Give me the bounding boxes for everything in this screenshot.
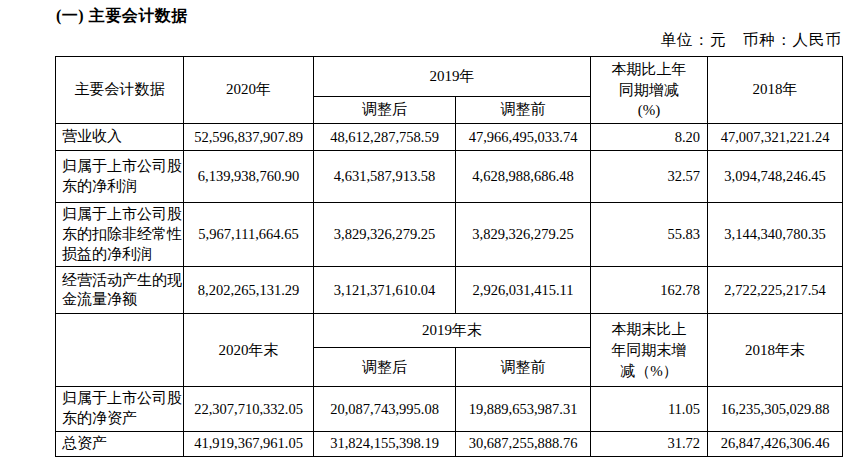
value-2019-end-adjusted: 20,087,743,995.08 [314,387,456,432]
value-2018-end: 16,235,305,029.88 [708,387,843,432]
accounting-data-table: 主要会计数据 2020年 2019年 本期比上年同期增减(%) 2018年 调整… [55,56,843,457]
value-2019-adjusted: 3,829,326,279.25 [314,203,456,267]
value-2018: 47,007,321,221.24 [708,124,843,151]
row-label: 归属于上市公司股东的净利润 [56,151,184,203]
table-row-operating-revenue: 营业收入 52,596,837,907.89 48,612,287,758.59… [56,124,843,151]
value-2020: 6,139,938,760.90 [184,151,314,203]
section-title: (一) 主要会计数据 [56,6,188,27]
value-2020: 5,967,111,664.65 [184,203,314,267]
table-row-operating-cash-flow: 经营活动产生的现金流量净额 8,202,265,131.29 3,121,371… [56,267,843,314]
header-end-change: 本期末比上年同期末增减（%） [591,314,708,387]
row-label: 归属于上市公司股东的净资产 [56,387,184,432]
value-2019-before: 4,628,988,686.48 [456,151,591,203]
end-header-empty-cell [56,314,184,387]
header-adjusted-before-end: 调整前 [456,348,591,387]
header-2020-end: 2020年末 [184,314,314,387]
header-2019-end: 2019年末 [314,314,591,348]
table-row-total-assets: 总资产 41,919,367,961.05 31,824,155,398.19 … [56,432,843,457]
value-change-percent: 55.83 [591,203,708,267]
value-2020-end: 41,919,367,961.05 [184,432,314,457]
row-label: 归属于上市公司股东的扣除非经常性损益的净利润 [56,203,184,267]
header-main-accounting-data: 主要会计数据 [56,57,184,124]
value-2019-adjusted: 3,121,371,610.04 [314,267,456,314]
value-2019-before: 2,926,031,415.11 [456,267,591,314]
value-2019-before: 3,829,326,279.25 [456,203,591,267]
value-2019-before: 47,966,495,033.74 [456,124,591,151]
header-adjusted-after: 调整后 [314,97,456,124]
header-2018-end: 2018年末 [708,314,843,387]
value-2020-end: 22,307,710,332.05 [184,387,314,432]
header-2020: 2020年 [184,57,314,124]
value-2019-end-before: 30,687,255,888.76 [456,432,591,457]
table-row-net-assets: 归属于上市公司股东的净资产 22,307,710,332.05 20,087,7… [56,387,843,432]
value-2019-end-before: 19,889,653,987.31 [456,387,591,432]
row-label: 总资产 [56,432,184,457]
value-2019-end-adjusted: 31,824,155,398.19 [314,432,456,457]
value-2018: 3,144,340,780.35 [708,203,843,267]
value-2018: 3,094,748,246.45 [708,151,843,203]
unit-currency-note: 单位：元 币种：人民币 [661,30,843,51]
value-change-percent: 31.72 [591,432,708,457]
table-row-net-profit-excl-nonrecurring: 归属于上市公司股东的扣除非经常性损益的净利润 5,967,111,664.65 … [56,203,843,267]
value-2019-adjusted: 48,612,287,758.59 [314,124,456,151]
value-2019-adjusted: 4,631,587,913.58 [314,151,456,203]
value-change-percent: 162.78 [591,267,708,314]
row-label: 营业收入 [56,124,184,151]
value-2020: 8,202,265,131.29 [184,267,314,314]
document-page: (一) 主要会计数据 单位：元 币种：人民币 主要会计数据 2020年 2019… [0,0,859,467]
end-header-row-top: 2020年末 2019年末 本期末比上年同期末增减（%） 2018年末 [56,314,843,348]
header-2019: 2019年 [314,57,591,97]
header-adjusted-after-end: 调整后 [314,348,456,387]
period-header-row-top: 主要会计数据 2020年 2019年 本期比上年同期增减(%) 2018年 [56,57,843,97]
header-2018: 2018年 [708,57,843,124]
value-2020: 52,596,837,907.89 [184,124,314,151]
header-period-change: 本期比上年同期增减(%) [591,57,708,124]
value-change-percent: 8.20 [591,124,708,151]
value-change-percent: 11.05 [591,387,708,432]
value-2018: 2,722,225,217.54 [708,267,843,314]
value-2018-end: 26,847,426,306.46 [708,432,843,457]
header-adjusted-before: 调整前 [456,97,591,124]
value-change-percent: 32.57 [591,151,708,203]
row-label: 经营活动产生的现金流量净额 [56,267,184,314]
table-row-net-profit: 归属于上市公司股东的净利润 6,139,938,760.90 4,631,587… [56,151,843,203]
